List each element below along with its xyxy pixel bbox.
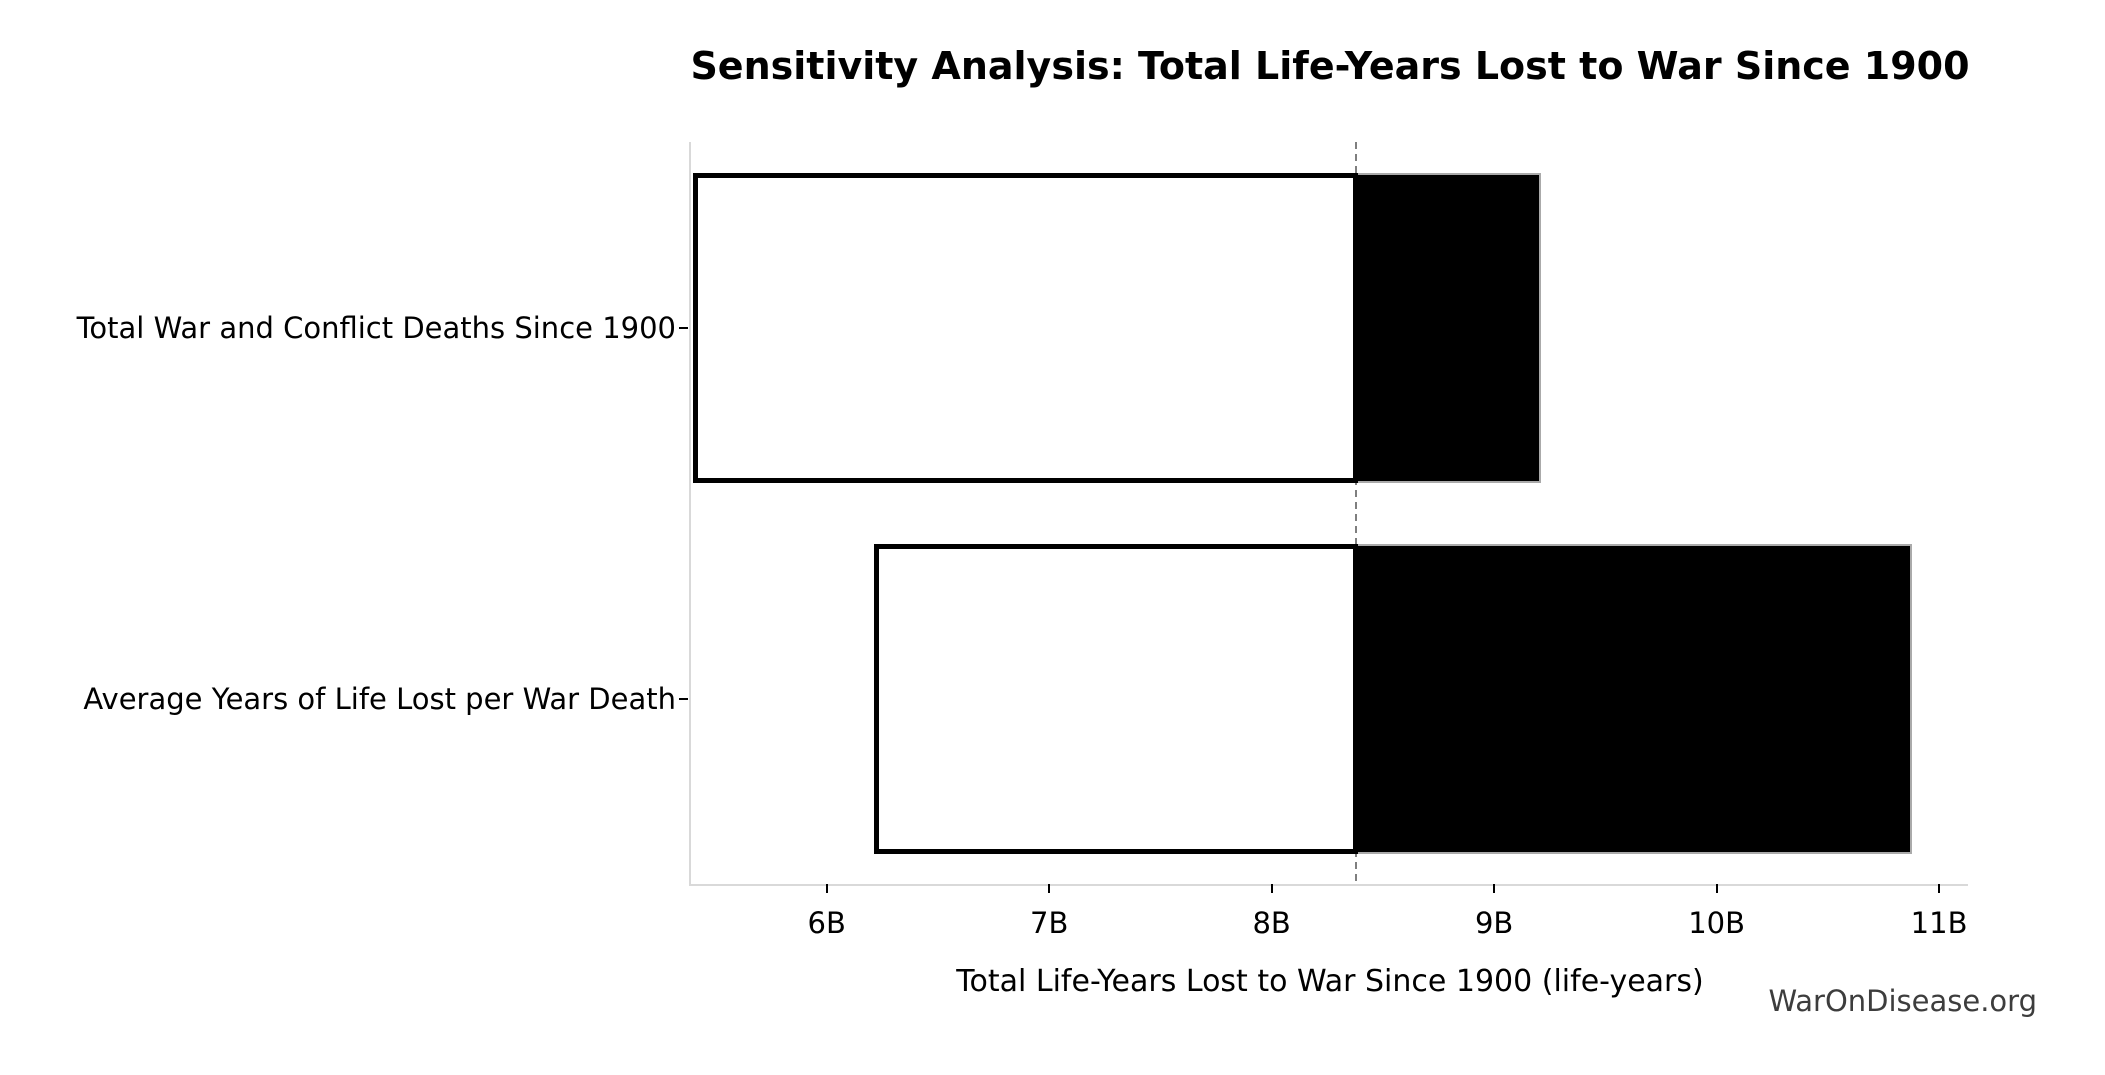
- x-tick-mark: [1048, 884, 1051, 893]
- y-tick-label: Average Years of Life Lost per War Death: [83, 681, 676, 716]
- chart-title: Sensitivity Analysis: Total Life-Years L…: [690, 44, 1970, 88]
- bar-low-segment: [693, 172, 1359, 483]
- x-tick-mark: [1493, 884, 1496, 893]
- x-tick-label: 10B: [1688, 906, 1745, 940]
- x-axis-label: Total Life-Years Lost to War Since 1900 …: [956, 964, 1704, 999]
- y-tick-label: Total War and Conflict Deaths Since 1900: [76, 310, 676, 345]
- y-tick-mark: [679, 697, 688, 700]
- x-tick-label: 6B: [807, 906, 846, 940]
- x-tick-mark: [1270, 884, 1273, 893]
- x-axis-spine: [689, 884, 1968, 886]
- bar-low-segment: [873, 543, 1359, 854]
- watermark-text: WarOnDisease.org: [1768, 984, 2037, 1018]
- x-tick-label: 8B: [1252, 906, 1291, 940]
- x-tick-mark: [1715, 884, 1718, 893]
- bar-high-segment: [1355, 172, 1541, 483]
- bar-high-segment: [1355, 543, 1913, 854]
- x-tick-label: 9B: [1474, 906, 1514, 940]
- baseline-dashed-line: [1355, 142, 1358, 884]
- y-axis-spine: [689, 142, 691, 886]
- x-tick-label: 7B: [1029, 906, 1069, 940]
- x-tick-label: 11B: [1910, 906, 1968, 940]
- x-tick-mark: [825, 884, 828, 893]
- x-tick-mark: [1938, 884, 1941, 893]
- y-tick-mark: [679, 326, 688, 329]
- plot-area: 6B 7B 8B 9B 10B 11B: [679, 142, 1968, 940]
